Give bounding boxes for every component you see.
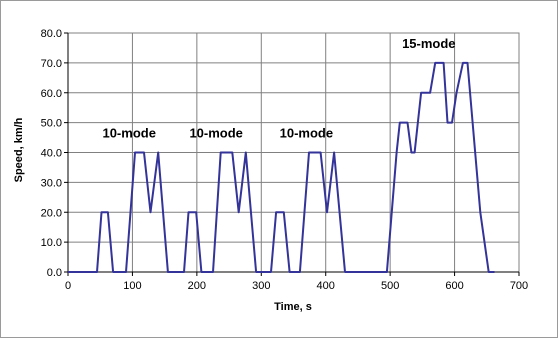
y-tick-label: 70.0 — [41, 58, 62, 70]
x-tick-label: 200 — [188, 280, 206, 292]
mode-label: 10-mode — [189, 126, 242, 141]
y-tick-labels: 0.0 10.0 20.0 30.0 40.0 50.0 60.0 70.0 80.0 — [41, 28, 62, 279]
x-tick-label: 400 — [317, 280, 335, 292]
mode-annotations: 10-mode 10-mode 10-mode 15-mode — [102, 36, 455, 141]
y-tick-label: 80.0 — [41, 28, 62, 40]
y-tick-label: 30.0 — [41, 177, 62, 189]
y-tick-label: 50.0 — [41, 118, 62, 130]
x-tick-labels: 0 100 200 300 400 500 600 700 — [65, 280, 528, 292]
x-tick-label: 300 — [252, 280, 270, 292]
y-tick-label: 0.0 — [47, 267, 62, 279]
mode-label: 10-mode — [280, 126, 333, 141]
mode-label: 15-mode — [402, 36, 455, 51]
y-tick-label: 40.0 — [41, 148, 62, 160]
y-tick-label: 20.0 — [41, 207, 62, 219]
y-tick-label: 10.0 — [41, 237, 62, 249]
x-tick-label: 500 — [381, 280, 399, 292]
y-axis-title: Speed, km/h — [13, 117, 25, 182]
x-tick-label: 700 — [510, 280, 528, 292]
x-tick-label: 100 — [123, 280, 141, 292]
y-tick-label: 60.0 — [41, 88, 62, 100]
speed-series-line — [68, 61, 495, 273]
x-tick-label: 0 — [65, 280, 71, 292]
x-tick-label: 600 — [445, 280, 463, 292]
x-axis-title: Time, s — [274, 301, 312, 313]
mode-label: 10-mode — [102, 126, 155, 141]
